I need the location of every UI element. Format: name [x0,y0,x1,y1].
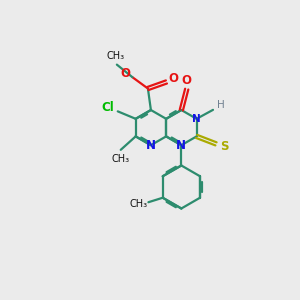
Text: N: N [146,139,156,152]
Text: CH₃: CH₃ [106,51,124,61]
Text: N: N [192,114,201,124]
Text: S: S [220,140,229,153]
Text: CH₃: CH₃ [130,199,148,209]
Text: O: O [121,67,131,80]
Text: CH₃: CH₃ [111,154,129,164]
Text: O: O [168,73,178,85]
Text: N: N [176,139,186,152]
Text: H: H [218,100,225,110]
Text: O: O [182,74,192,87]
Text: Cl: Cl [102,101,115,114]
